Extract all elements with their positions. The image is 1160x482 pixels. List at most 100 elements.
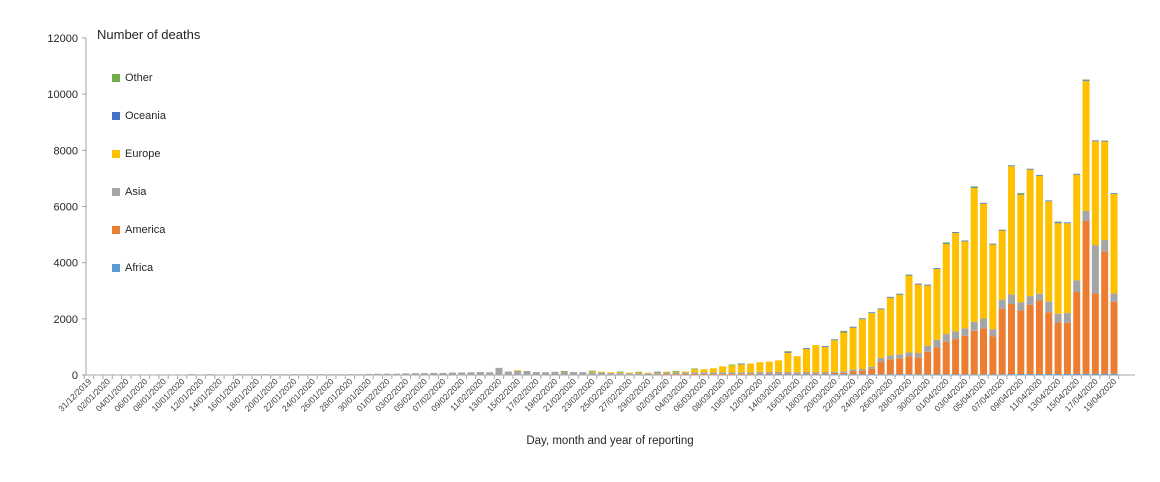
legend-item-africa: Africa <box>112 249 200 287</box>
bar-segment-europe <box>1054 223 1062 314</box>
bar-segment-asia <box>374 373 382 375</box>
bar-segment-europe <box>700 369 708 373</box>
bar-segment-asia <box>1008 294 1015 304</box>
bar-segment-europe <box>1008 166 1015 295</box>
bar-segment-asia <box>849 369 857 372</box>
bar-segment-america <box>1091 293 1099 374</box>
bar-segment-asia <box>663 372 671 375</box>
bar-segment-africa <box>765 374 773 375</box>
bar-segment-asia <box>775 371 783 374</box>
bar-segment-america <box>914 357 922 375</box>
bar-segment-america <box>719 374 727 375</box>
bar-segment-america <box>1082 220 1090 374</box>
bar-segment-oceania <box>1110 193 1118 195</box>
bar-segment-asia <box>188 374 195 375</box>
bar-segment-europe <box>1110 194 1118 294</box>
bar-segment-asia <box>812 372 820 374</box>
bar-segment-asia <box>607 373 615 375</box>
bar-segment-europe <box>1073 174 1081 281</box>
bar-segment-asia <box>998 299 1006 310</box>
bar-segment-europe <box>840 332 848 372</box>
bar-segment-asia <box>560 371 568 375</box>
bar-segment-europe <box>691 369 699 373</box>
bar-segment-europe <box>663 371 671 373</box>
bar-segment-asia <box>952 331 960 340</box>
bar-segment-america <box>1101 251 1109 374</box>
bar-segment-asia <box>700 372 708 375</box>
bar-segment-asia <box>728 372 736 375</box>
bar-segment-asia <box>495 367 503 375</box>
bar-segment-asia <box>765 371 773 374</box>
bar-segment-africa <box>924 374 932 375</box>
bar-segment-oceania <box>970 187 978 189</box>
bar-segment-asia <box>579 372 587 375</box>
bar-segment-asia <box>756 371 764 374</box>
bar-segment-asia <box>914 352 922 358</box>
bar-segment-oceania <box>868 312 876 314</box>
bar-segment-america <box>1026 304 1034 375</box>
bar-segment-europe <box>933 268 941 340</box>
bar-segment-europe <box>765 361 773 372</box>
bar-segment-america <box>672 374 680 375</box>
bar-segment-asia <box>1082 210 1090 221</box>
bar-segment-africa <box>905 374 913 375</box>
bar-segment-europe <box>1017 194 1025 303</box>
bar-segment-africa <box>998 374 1006 375</box>
bar-segment-oceania <box>737 363 745 365</box>
bar-segment-africa <box>1026 374 1034 375</box>
bar-segment-america <box>896 358 904 375</box>
bar-segment-africa <box>849 374 857 375</box>
bar-segment-oceania <box>952 232 960 233</box>
bar-segment-europe <box>784 352 792 372</box>
bar-segment-asia <box>719 372 727 375</box>
bar-segment-oceania <box>877 308 885 310</box>
bar-segment-europe <box>998 230 1006 300</box>
bar-segment-asia <box>393 373 400 375</box>
legend-label: America <box>125 224 166 236</box>
bar-segment-oceania <box>914 283 922 285</box>
bar-segment-other <box>635 371 643 373</box>
bar-segment-asia <box>980 318 988 329</box>
y-tick-label: 2000 <box>54 314 78 326</box>
bar-segment-asia <box>542 372 550 375</box>
bar-segment-europe <box>719 366 727 373</box>
bar-segment-other <box>942 242 950 244</box>
bar-segment-europe <box>821 346 829 372</box>
bar-segment-oceania <box>1026 168 1034 170</box>
legend-item-oceania: Oceania <box>112 97 200 135</box>
bar-segment-asia <box>635 373 643 375</box>
bar-segment-africa <box>933 374 941 375</box>
bar-segment-africa <box>1082 373 1090 375</box>
bar-segment-asia <box>933 339 941 348</box>
legend-label: Other <box>125 72 153 84</box>
bar-segment-africa <box>784 374 792 375</box>
bar-segment-oceania <box>830 339 838 341</box>
bar-segment-europe <box>793 356 801 373</box>
bar-segment-asia <box>625 373 633 375</box>
bar-segment-america <box>840 372 848 375</box>
bar-segment-asia <box>830 371 838 374</box>
bar-segment-oceania <box>961 240 969 242</box>
bar-segment-america <box>747 374 755 375</box>
bar-segment-other <box>1082 79 1090 81</box>
bar-segment-europe <box>644 372 652 374</box>
bar-segment-america <box>765 373 773 375</box>
bar-segment-europe <box>942 244 950 335</box>
bar-segment-europe <box>514 370 522 372</box>
bar-segment-africa <box>970 374 978 375</box>
bar-segment-africa <box>756 374 764 375</box>
bar-segment-america <box>1063 322 1071 374</box>
legend-swatch-europe-icon <box>112 150 120 158</box>
bar-segment-asia <box>1017 302 1025 311</box>
bar-segment-asia <box>337 374 345 375</box>
bar-segment-asia <box>253 374 261 375</box>
bar-segment-africa <box>1035 374 1043 375</box>
bar-segment-europe <box>1045 201 1053 302</box>
bar-segment-oceania <box>1017 193 1025 195</box>
bar-segment-asia <box>1063 313 1071 323</box>
bar-segment-asia <box>784 371 792 374</box>
bar-segment-america <box>989 336 997 375</box>
bar-segment-oceania <box>1063 222 1071 224</box>
bar-segment-america <box>775 373 783 375</box>
bar-segment-asia <box>896 354 904 359</box>
